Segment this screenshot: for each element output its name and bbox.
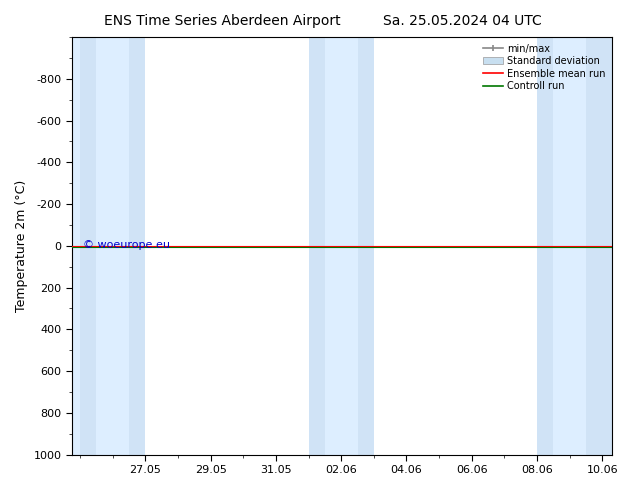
Text: © woeurope.eu: © woeurope.eu [83,240,170,250]
Bar [309,37,325,455]
Bar [537,37,553,455]
Bar [537,37,612,455]
Bar [72,37,145,455]
Bar [80,37,96,455]
Bar [309,37,374,455]
Legend: min/max, Standard deviation, Ensemble mean run, Controll run: min/max, Standard deviation, Ensemble me… [481,42,607,93]
Text: Sa. 25.05.2024 04 UTC: Sa. 25.05.2024 04 UTC [384,14,542,28]
Y-axis label: Temperature 2m (°C): Temperature 2m (°C) [15,180,28,312]
Text: ENS Time Series Aberdeen Airport: ENS Time Series Aberdeen Airport [103,14,340,28]
Bar [358,37,374,455]
Bar [129,37,145,455]
Bar [586,37,612,455]
